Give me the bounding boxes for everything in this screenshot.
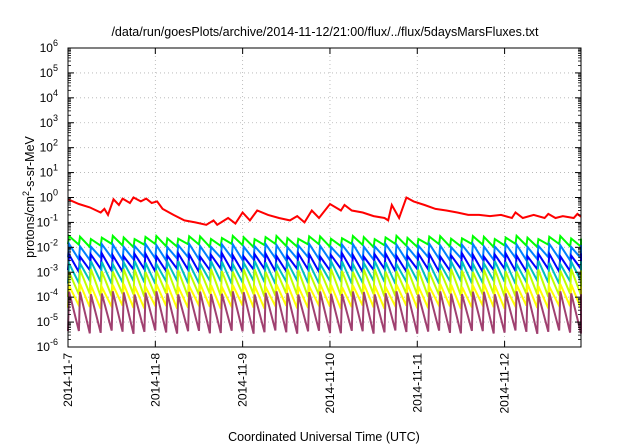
y-tick-label: 100 <box>40 188 58 205</box>
y-tick-label: 10-3 <box>37 262 58 279</box>
x-tick-label: 2014-11-11 <box>410 353 424 413</box>
axis-ticks <box>67 47 581 348</box>
y-tick-label: 104 <box>40 88 58 105</box>
x-tick-label: 2014-11-12 <box>498 353 512 414</box>
y-tick-label: 106 <box>40 38 58 55</box>
x-tick-labels: 2014-11-7 2014-11-8 2014-11-9 2014-11-10 201… <box>61 353 512 414</box>
series-line-4 <box>67 257 582 288</box>
series-line-7 <box>67 291 582 335</box>
y-tick-labels: 10-6 10-5 10-4 10-3 10-2 10-1 100 101 102 103 104 1… <box>37 38 58 354</box>
y-tick-label: 10-2 <box>37 237 58 254</box>
y-axis-label-exp: 2 <box>21 191 31 196</box>
y-tick-label: 102 <box>40 138 58 155</box>
y-axis-label-rest: -s-sr-MeV <box>23 135 37 191</box>
series-line-3 <box>67 249 582 276</box>
y-axis-label: protons/cm2-s-sr-MeV <box>21 135 37 257</box>
y-axis-label-base: protons/cm <box>23 196 37 258</box>
y-tick-label: 105 <box>40 63 58 80</box>
chart-title: /data/run/goesPlots/archive/2014-11-12/2… <box>111 25 539 39</box>
series-line-6 <box>67 281 582 311</box>
y-tick-label: 103 <box>40 113 58 130</box>
series-line-2 <box>67 240 582 264</box>
y-tick-label: 10-4 <box>37 287 58 304</box>
y-tick-label: 10-1 <box>37 212 58 229</box>
series-line-5 <box>67 268 582 298</box>
series-line-1 <box>67 233 582 250</box>
x-tick-label: 2014-11-8 <box>148 353 162 407</box>
y-tick-label: 101 <box>40 163 58 180</box>
y-tick-label: 10-6 <box>37 337 58 354</box>
series-layer <box>67 196 582 335</box>
y-tick-label: 10-5 <box>37 312 58 329</box>
x-tick-label: 2014-11-9 <box>236 353 250 407</box>
x-tick-label: 2014-11-7 <box>61 353 75 407</box>
x-axis-label: Coordinated Universal Time (UTC) <box>228 430 420 444</box>
x-tick-label: 2014-11-10 <box>323 353 337 414</box>
series-line-0 <box>67 196 582 227</box>
